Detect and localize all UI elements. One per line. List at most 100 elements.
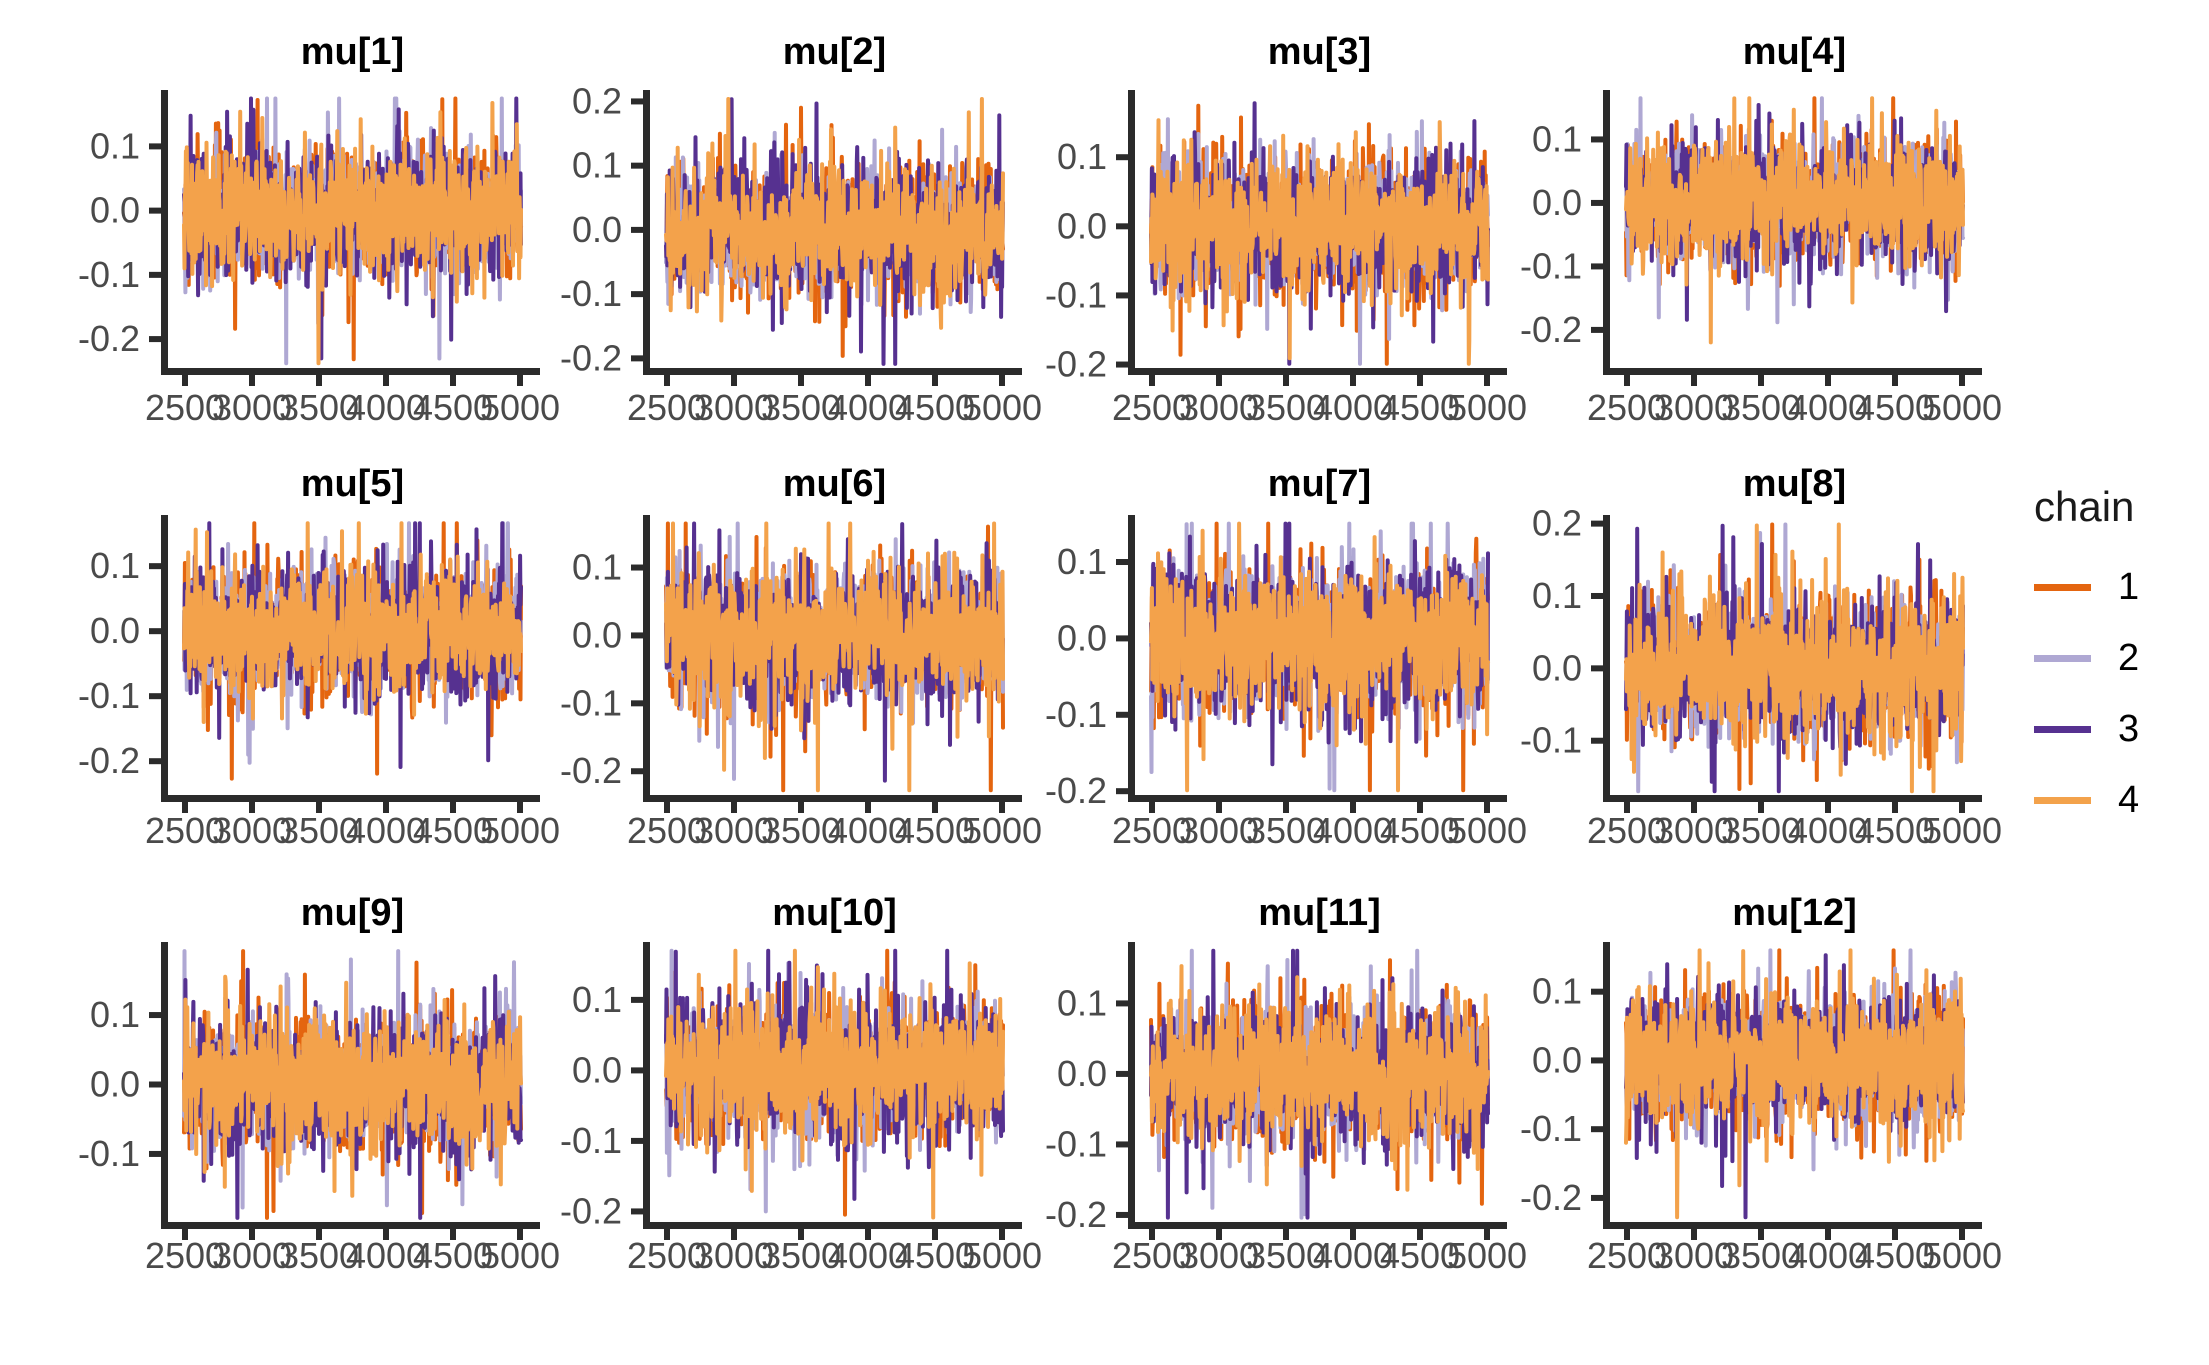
x-tick-label: 4500 xyxy=(1855,810,1935,851)
x-tick-mark xyxy=(316,375,322,386)
y-tick-label: 0.1 xyxy=(90,545,140,586)
legend-item-chain-2: 2 xyxy=(2034,623,2209,694)
legend-entry-label: 4 xyxy=(2118,779,2140,821)
x-tick-mark xyxy=(1825,802,1831,813)
y-tick-mark xyxy=(1116,559,1128,566)
x-tick-mark xyxy=(999,1229,1005,1240)
trace-lines xyxy=(1149,521,1490,793)
x-tick-label: 2500 xyxy=(145,387,225,428)
y-tick-label: -0.2 xyxy=(560,337,622,378)
legend-item-chain-1: 1 xyxy=(2034,552,2209,623)
x-tick-mark xyxy=(182,802,188,813)
y-tick-mark xyxy=(149,1012,161,1019)
legend-line-swatch xyxy=(2034,584,2091,591)
trace-lines xyxy=(182,521,523,781)
y-tick-mark xyxy=(631,996,643,1003)
x-tick-label: 5000 xyxy=(1447,1235,1527,1276)
x-tick-mark xyxy=(798,802,804,813)
legend-line-swatch xyxy=(2034,726,2091,733)
x-tick-label: 3500 xyxy=(761,387,841,428)
y-tick-mark xyxy=(149,207,161,214)
x-tick-mark xyxy=(1892,1229,1898,1240)
y-tick-mark xyxy=(1116,361,1128,368)
x-tick-mark xyxy=(1350,802,1356,813)
x-tick-label: 5000 xyxy=(962,387,1042,428)
x-tick-label: 4000 xyxy=(1788,1235,1868,1276)
x-tick-label: 3500 xyxy=(279,387,359,428)
y-tick-label: -0.1 xyxy=(1045,1123,1107,1164)
x-tick-label: 3000 xyxy=(212,387,292,428)
x-tick-label: 4000 xyxy=(1313,810,1393,851)
y-tick-mark xyxy=(1591,136,1603,143)
trace-line-chain-4 xyxy=(1149,118,1490,366)
y-tick-label: -0.1 xyxy=(78,254,140,295)
y-tick-mark xyxy=(631,98,643,105)
y-axis-line xyxy=(161,90,168,375)
trace-line-chain-4 xyxy=(664,521,1005,793)
x-tick-mark xyxy=(865,375,871,386)
y-tick-mark xyxy=(1116,711,1128,718)
x-tick-label: 5000 xyxy=(1922,387,2002,428)
x-axis-line xyxy=(643,368,1022,375)
y-tick-mark xyxy=(631,564,643,571)
y-tick-mark xyxy=(149,1150,161,1157)
y-axis-line xyxy=(1128,90,1135,375)
legend-line-swatch xyxy=(2034,797,2091,804)
y-axis-line xyxy=(161,942,168,1229)
x-tick-mark xyxy=(1417,802,1423,813)
y-tick-label: -0.1 xyxy=(1520,245,1582,286)
x-tick-mark xyxy=(517,802,523,813)
y-tick-mark xyxy=(631,291,643,298)
legend-entry-label: 1 xyxy=(2118,566,2140,608)
y-tick-label: -0.1 xyxy=(560,1120,622,1161)
x-tick-mark xyxy=(249,1229,255,1240)
y-tick-mark xyxy=(1116,635,1128,642)
x-tick-label: 5000 xyxy=(1447,387,1527,428)
y-tick-label: 0.0 xyxy=(90,190,140,231)
y-tick-mark xyxy=(631,1137,643,1144)
x-tick-label: 3500 xyxy=(1721,387,1801,428)
x-tick-mark xyxy=(1216,1229,1222,1240)
y-tick-mark xyxy=(1591,326,1603,333)
y-tick-mark xyxy=(1591,665,1603,672)
trace-lines xyxy=(664,948,1005,1220)
panel-title: mu[1] xyxy=(301,31,404,73)
x-tick-label: 3500 xyxy=(1246,387,1326,428)
trace-lines xyxy=(1149,101,1490,366)
y-tick-label: -0.2 xyxy=(1045,1194,1107,1235)
x-tick-mark xyxy=(1216,375,1222,386)
x-tick-mark xyxy=(1959,1229,1965,1240)
trace-lines xyxy=(1624,948,1965,1220)
x-tick-label: 3500 xyxy=(1246,1235,1326,1276)
y-tick-mark xyxy=(1591,1057,1603,1064)
x-tick-label: 3000 xyxy=(1179,1235,1259,1276)
y-tick-label: 0.0 xyxy=(90,1064,140,1105)
x-tick-mark xyxy=(517,375,523,386)
x-axis-line xyxy=(161,795,540,802)
x-tick-label: 3500 xyxy=(1721,1235,1801,1276)
x-tick-mark xyxy=(999,802,1005,813)
y-tick-label: 0.2 xyxy=(572,80,622,121)
x-tick-mark xyxy=(450,802,456,813)
x-tick-mark xyxy=(1283,375,1289,386)
y-axis-line xyxy=(643,942,650,1229)
x-tick-mark xyxy=(664,802,670,813)
panel-title: mu[12] xyxy=(1732,892,1857,934)
x-tick-label: 4500 xyxy=(1855,1235,1935,1276)
x-axis-line xyxy=(643,1222,1022,1229)
x-tick-label: 5000 xyxy=(1922,1235,2002,1276)
y-tick-mark xyxy=(631,1067,643,1074)
x-tick-mark xyxy=(1758,1229,1764,1240)
x-tick-label: 2500 xyxy=(1587,387,1667,428)
x-tick-mark xyxy=(1691,375,1697,386)
y-tick-label: -0.2 xyxy=(1520,1177,1582,1218)
x-tick-mark xyxy=(932,802,938,813)
x-axis-line xyxy=(643,795,1022,802)
trace-lines xyxy=(182,949,523,1220)
y-tick-label: 0.0 xyxy=(1532,182,1582,223)
x-tick-mark xyxy=(1624,1229,1630,1240)
y-tick-label: -0.1 xyxy=(1045,274,1107,315)
y-tick-label: 0.1 xyxy=(1057,541,1107,582)
x-tick-label: 4000 xyxy=(1788,387,1868,428)
y-tick-mark xyxy=(149,1081,161,1088)
